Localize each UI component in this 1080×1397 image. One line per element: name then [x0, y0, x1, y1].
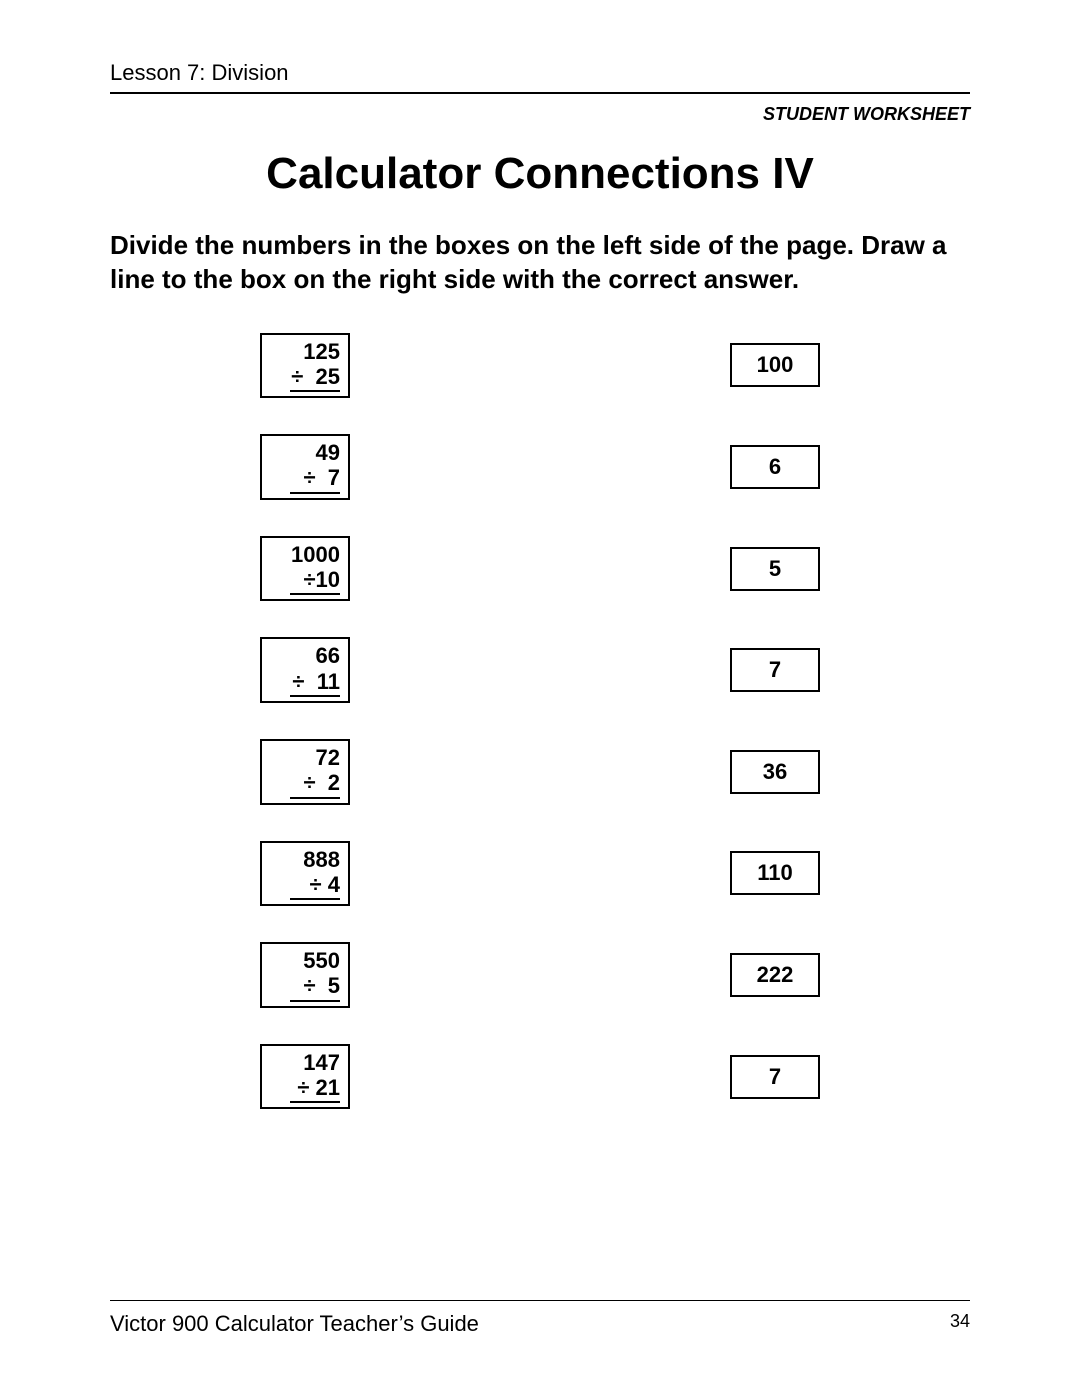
divisor-line: ÷ 25 [290, 364, 340, 392]
answer-box: 7 [730, 648, 820, 692]
divide-icon: ÷ [297, 1075, 309, 1100]
dividend: 888 [266, 847, 340, 872]
dividend: 550 [266, 948, 340, 973]
page-number: 34 [950, 1311, 970, 1337]
divisor: 5 [328, 973, 340, 998]
answer-box: 110 [730, 851, 820, 895]
divisor-line: ÷10 [290, 567, 340, 595]
dividend: 125 [266, 339, 340, 364]
divide-icon: ÷ [303, 770, 315, 795]
divide-icon: ÷ [292, 669, 304, 694]
divisor-line: ÷ 5 [290, 973, 340, 1001]
divisor: 10 [316, 567, 340, 592]
problem-box: 49 ÷ 7 [260, 434, 350, 500]
instructions-text: Divide the numbers in the boxes on the l… [110, 229, 970, 297]
dividend: 1000 [266, 542, 340, 567]
divisor-line: ÷ 2 [290, 770, 340, 798]
answer-box: 36 [730, 750, 820, 794]
worksheet-label: STUDENT WORKSHEET [110, 104, 970, 125]
dividend: 66 [266, 643, 340, 668]
divisor-line: ÷ 4 [290, 872, 340, 900]
page-footer: Victor 900 Calculator Teacher’s Guide 34 [110, 1300, 970, 1337]
divisor-line: ÷ 7 [290, 465, 340, 493]
problem-row: 125 ÷ 25 100 [260, 333, 820, 399]
footer-guide-title: Victor 900 Calculator Teacher’s Guide [110, 1311, 479, 1337]
dividend: 72 [266, 745, 340, 770]
problem-box: 888 ÷ 4 [260, 841, 350, 907]
divisor: 4 [328, 872, 340, 897]
divisor-line: ÷ 21 [290, 1075, 340, 1103]
problem-row: 66 ÷ 11 7 [260, 637, 820, 703]
divide-icon: ÷ [303, 465, 315, 490]
answer-box: 222 [730, 953, 820, 997]
problem-box: 72 ÷ 2 [260, 739, 350, 805]
problem-row: 147 ÷ 21 7 [260, 1044, 820, 1110]
divide-icon: ÷ [303, 973, 315, 998]
problem-row: 888 ÷ 4 110 [260, 841, 820, 907]
problem-row: 1000 ÷10 5 [260, 536, 820, 602]
divisor: 25 [316, 364, 340, 389]
divisor: 7 [328, 465, 340, 490]
problem-box: 66 ÷ 11 [260, 637, 350, 703]
problem-box: 125 ÷ 25 [260, 333, 350, 399]
divisor-line: ÷ 11 [290, 669, 340, 697]
answer-box: 6 [730, 445, 820, 489]
problem-box: 1000 ÷10 [260, 536, 350, 602]
divisor: 21 [316, 1075, 340, 1100]
answer-box: 5 [730, 547, 820, 591]
page-title: Calculator Connections IV [110, 149, 970, 199]
problem-row: 49 ÷ 7 6 [260, 434, 820, 500]
answer-box: 100 [730, 343, 820, 387]
dividend: 49 [266, 440, 340, 465]
problems-grid: 125 ÷ 25 100 49 ÷ 7 6 1000 ÷10 5 66 ÷ 11… [260, 333, 820, 1110]
problem-box: 550 ÷ 5 [260, 942, 350, 1008]
divisor: 11 [317, 669, 340, 694]
divide-icon: ÷ [303, 567, 315, 592]
problem-row: 72 ÷ 2 36 [260, 739, 820, 805]
dividend: 147 [266, 1050, 340, 1075]
answer-box: 7 [730, 1055, 820, 1099]
problem-row: 550 ÷ 5 222 [260, 942, 820, 1008]
divide-icon: ÷ [291, 364, 303, 389]
problem-box: 147 ÷ 21 [260, 1044, 350, 1110]
lesson-header: Lesson 7: Division [110, 60, 970, 94]
divisor: 2 [328, 770, 340, 795]
divide-icon: ÷ [310, 872, 322, 897]
